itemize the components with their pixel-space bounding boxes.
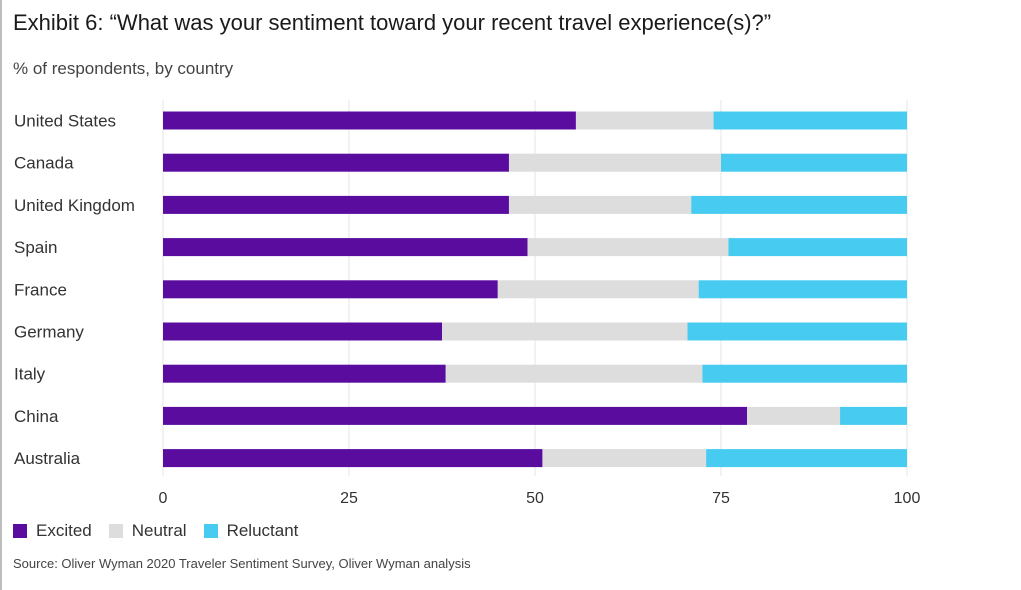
legend-label-neutral: Neutral	[131, 521, 187, 540]
bar-italy-excited	[163, 364, 446, 383]
bar-france-reluctant	[698, 280, 907, 299]
bar-spain-neutral	[527, 238, 729, 257]
chart-legend: Excited Neutral Reluctant	[13, 521, 315, 541]
bar-australia-neutral	[542, 449, 707, 468]
chart-subtitle: % of respondents, by country	[13, 59, 234, 78]
bar-australia-reluctant	[706, 449, 907, 468]
bar-canada-reluctant	[721, 153, 907, 172]
left-border-rule	[0, 0, 2, 590]
x-tick-label-100: 100	[894, 490, 921, 507]
category-label-china: China	[14, 407, 59, 426]
bar-germany-neutral	[442, 322, 688, 341]
x-tick-label-25: 25	[340, 490, 358, 507]
bar-united-states-reluctant	[713, 111, 907, 130]
bar-united-kingdom-excited	[163, 195, 509, 214]
category-label-united-states: United States	[14, 112, 116, 131]
bar-china-reluctant	[840, 406, 907, 425]
legend-swatch-neutral	[108, 524, 123, 538]
category-label-france: France	[14, 280, 67, 299]
x-tick-label-0: 0	[159, 490, 168, 507]
bar-united-kingdom-reluctant	[691, 195, 907, 214]
category-label-spain: Spain	[14, 238, 57, 257]
legend-swatch-excited	[13, 524, 27, 538]
category-label-australia: Australia	[14, 449, 81, 468]
source-note: Source: Oliver Wyman 2020 Traveler Senti…	[13, 556, 471, 571]
bar-italy-neutral	[445, 364, 703, 383]
bar-united-states-neutral	[575, 111, 714, 130]
bar-china-excited	[163, 406, 748, 425]
category-label-germany: Germany	[14, 323, 84, 342]
category-label-canada: Canada	[14, 154, 74, 173]
legend-item-neutral: Neutral	[108, 521, 187, 541]
bar-germany-excited	[163, 322, 442, 341]
bar-united-kingdom-neutral	[508, 195, 692, 214]
x-tick-label-75: 75	[712, 490, 730, 507]
bar-canada-excited	[163, 153, 509, 172]
category-label-united-kingdom: United Kingdom	[14, 196, 135, 215]
legend-item-reluctant: Reluctant	[203, 521, 299, 541]
bar-spain-reluctant	[728, 238, 907, 257]
legend-label-reluctant: Reluctant	[226, 521, 299, 540]
bar-france-neutral	[497, 280, 699, 299]
bar-spain-excited	[163, 238, 528, 257]
legend-label-excited: Excited	[36, 521, 92, 540]
bar-germany-reluctant	[687, 322, 907, 341]
bar-france-excited	[163, 280, 498, 299]
bar-united-states-excited	[163, 111, 576, 130]
bar-canada-neutral	[508, 153, 721, 172]
chart-title: Exhibit 6: “What was your sentiment towa…	[13, 10, 772, 35]
legend-item-excited: Excited	[13, 521, 92, 541]
bar-italy-reluctant	[702, 364, 907, 383]
category-label-italy: Italy	[14, 365, 46, 384]
x-tick-label-50: 50	[526, 490, 544, 507]
bar-australia-excited	[163, 449, 543, 468]
bar-china-neutral	[747, 406, 841, 425]
legend-swatch-reluctant	[203, 524, 218, 538]
